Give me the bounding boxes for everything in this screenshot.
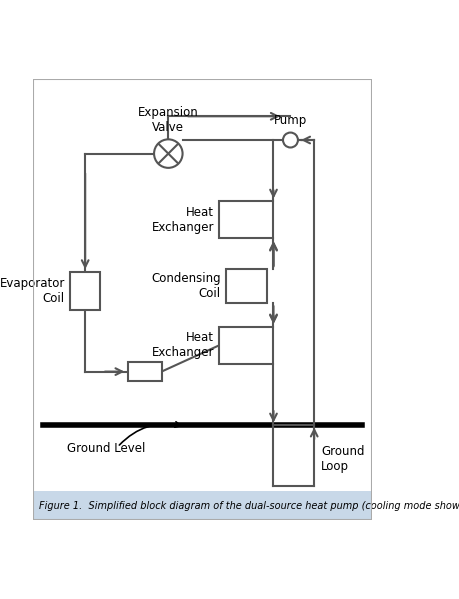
Bar: [226, 269, 267, 303]
Circle shape: [283, 132, 298, 147]
Bar: [33, 491, 372, 520]
Bar: [219, 326, 274, 364]
Bar: [128, 362, 162, 381]
Bar: [70, 273, 101, 310]
Bar: [219, 201, 274, 238]
Text: Ground Level: Ground Level: [67, 442, 145, 455]
Text: Pump: Pump: [274, 114, 307, 128]
Text: Heat
Exchanger: Heat Exchanger: [151, 331, 214, 359]
Text: Heat
Exchanger: Heat Exchanger: [151, 206, 214, 234]
Text: Expansion
Valve: Expansion Valve: [138, 106, 199, 134]
Text: Condensing
Coil: Condensing Coil: [151, 272, 221, 300]
Text: Evaporator
Coil: Evaporator Coil: [0, 277, 65, 305]
Text: Ground
Loop: Ground Loop: [321, 445, 364, 473]
Circle shape: [154, 140, 183, 168]
Text: Figure 1.  Simplified block diagram of the dual-source heat pump (cooling mode s: Figure 1. Simplified block diagram of th…: [39, 501, 459, 511]
